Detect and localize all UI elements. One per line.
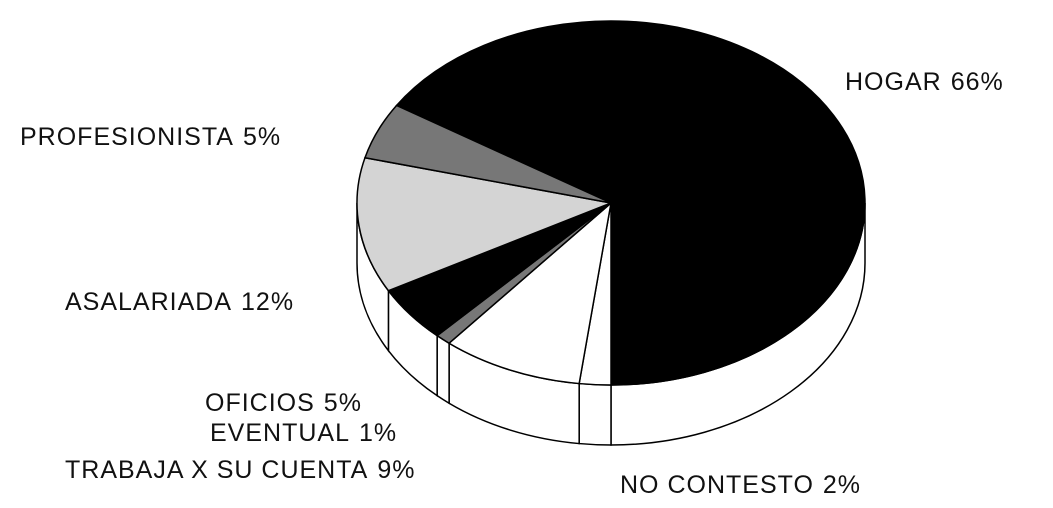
slice-label: NO CONTESTO 2%: [620, 471, 861, 499]
pie-side: [578, 382, 612, 446]
slice-label-value: 5%: [324, 389, 362, 417]
slice-label-name: HOGAR: [845, 68, 942, 96]
pie-slice: [363, 104, 612, 204]
pie-slice: [447, 201, 613, 385]
slice-label-name: EVENTUAL: [210, 419, 350, 447]
slice-label-value: 12%: [241, 288, 294, 316]
pie-slice: [395, 20, 866, 386]
slice-label-name: NO CONTESTO: [620, 471, 814, 499]
slice-label-value: 5%: [243, 123, 281, 151]
slice-label: EVENTUAL 1%: [210, 419, 397, 447]
slice-label-value: 2%: [823, 471, 861, 499]
slice-label: TRABAJA X SU CUENTA 9%: [65, 456, 415, 484]
slice-label-name: OFICIOS: [205, 389, 315, 417]
slice-label-value: 1%: [359, 419, 397, 447]
pie-side: [436, 334, 450, 405]
slice-label-value: 66%: [951, 68, 1004, 96]
slice-label: PROFESIONISTA 5%: [20, 123, 281, 151]
slice-label: OFICIOS 5%: [205, 389, 362, 417]
slice-label-name: ASALARIADA: [65, 288, 232, 316]
slice-label-value: 9%: [377, 456, 415, 484]
pie-slice: [356, 156, 614, 292]
slice-label: ASALARIADA 12%: [65, 288, 294, 316]
slice-label-name: PROFESIONISTA: [20, 123, 234, 151]
slice-label: HOGAR 66%: [845, 68, 1004, 96]
slice-label-name: TRABAJA X SU CUENTA: [65, 456, 368, 484]
